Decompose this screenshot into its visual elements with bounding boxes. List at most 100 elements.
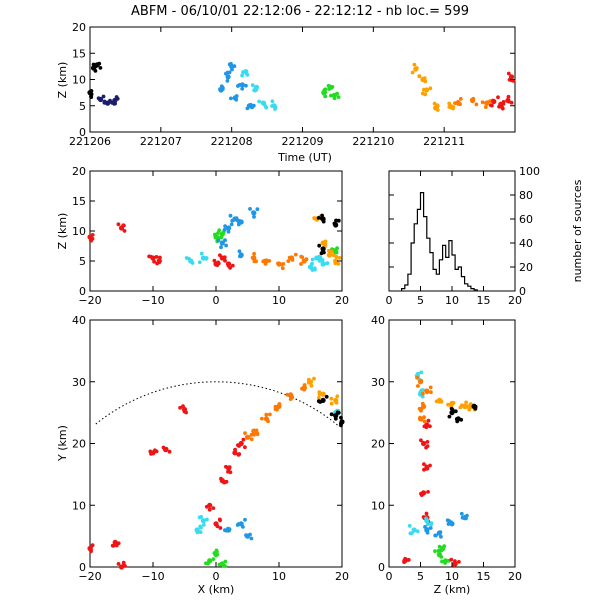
cluster-dot-sky [255,207,260,212]
cluster-dot-cyan [270,104,274,108]
cluster-dot-black [447,414,452,419]
cluster-dot-orange [289,393,294,397]
cluster-dot-green [439,555,444,559]
x-tick-label: −10 [141,294,164,307]
cluster-dot-amber [335,394,340,399]
cluster-dot-orange [267,259,272,263]
cluster-dot-orange [246,435,251,440]
cluster-dot-green [443,561,447,565]
cluster-dot-orange [250,255,255,260]
cluster-dot-orange [453,101,457,105]
cluster-dot-black [473,405,477,409]
cluster-dot-orange [422,419,427,424]
point-cyan-0 [411,527,417,533]
time-height-y-ticks: 0 5 10 15 20 [72,21,515,139]
cluster-dot-sky [240,86,245,91]
cluster-dot-red [233,447,238,452]
cluster-dot-sky [236,84,240,88]
cluster-dot-cyan [419,388,424,393]
cluster-dot-green [326,84,331,88]
cluster-dot-orange [419,408,423,413]
y-tick-label: 0 [79,561,86,574]
cluster-dot-black [320,399,325,403]
cluster-dot-cyan [325,261,329,266]
cluster-dot-amber [423,92,428,97]
cluster-dot-red [218,518,223,523]
cluster-dot-orange [285,392,290,397]
time-height-y-label: Z (km) [56,62,69,99]
cluster-dot-red [420,492,425,497]
cluster-dot-sky [249,536,254,541]
cluster-dot-red [506,94,511,99]
cluster-dot-red [161,445,166,450]
cluster-dot-green [322,88,327,92]
cluster-dot-amber [334,400,339,405]
x-y-x-ticks: −20 −10 0 10 20 [78,320,349,583]
cluster-dot-navy [101,94,106,99]
cluster-dot-black [93,69,98,73]
x-z-y-ticks: 0 5 10 15 20 [72,165,342,298]
cluster-dot-orange [428,385,433,390]
cluster-dot-cyan [424,516,428,521]
cluster-dot-sky [459,511,464,516]
cluster-dot-orange [458,97,463,101]
cluster-dot-red [122,229,127,233]
y-tick-label: 0 [79,285,86,298]
y-tick-label: 60 [519,213,533,226]
cluster-dot-red [90,236,95,241]
cluster-dot-black [450,408,455,412]
cluster-dot-sky [239,254,243,259]
cluster-dot-green [216,235,220,240]
histogram-x-ticks: 0 5 10 15 20 [386,171,522,307]
cluster-dot-red [457,560,461,564]
cluster-dot-sky [227,70,232,75]
cluster-dot-sky [228,213,233,218]
x-y-y-label: Y (km) [56,425,69,462]
cluster-dot-amber [447,101,452,106]
cluster-dot-sky [248,532,252,537]
cluster-dot-orange [429,390,433,395]
x-tick-label: 0 [386,570,393,583]
y-tick-label: 30 [72,376,86,389]
cluster-dot-red [207,507,212,512]
y-tick-label: 5 [79,100,86,113]
cluster-dot-amber [410,70,415,75]
cluster-dot-sky [449,520,454,525]
cluster-dot-orange [415,375,419,380]
y-tick-label: 40 [519,237,533,250]
x-tick-label: 221206 [69,135,111,148]
cluster-dot-black [320,250,325,255]
cluster-dot-sky [235,523,240,527]
x-tick-label: 15 [477,570,491,583]
x-tick-label: 221210 [352,135,394,148]
cluster-dot-amber [432,101,437,106]
cluster-dot-green [217,228,222,233]
cluster-dot-cyan [197,260,202,265]
cluster-dot-orange [252,251,256,256]
cluster-dot-cyan [199,525,203,530]
cluster-dot-orange [416,384,420,388]
cluster-dot-red [241,437,246,442]
cluster-dot-red [218,526,223,530]
x-tick-label: −20 [78,294,101,307]
cluster-dot-sky [222,227,227,232]
cluster-dot-red [111,544,116,548]
cluster-dot-sky [230,67,234,72]
cluster-dot-red [428,463,432,468]
x-tick-label: 0 [386,294,393,307]
figure-title: ABFM - 06/10/01 22:12:06 - 22:12:12 - nb… [131,4,469,19]
cluster-dot-cyan [415,529,420,534]
cluster-dot-orange [275,407,279,412]
cluster-dot-orange [480,100,485,105]
cluster-dot-green [442,544,447,549]
y-tick-label: 100 [519,165,540,178]
y-tick-label: 10 [371,499,385,512]
y-tick-label: 15 [72,195,86,208]
cluster-dot-green [217,562,222,567]
cluster-dot-sky [218,87,222,91]
cluster-dot-amber [451,400,456,405]
cluster-dot-black [316,216,321,220]
cluster-dot-orange [419,417,424,422]
cluster-dot-cyan [257,99,261,104]
